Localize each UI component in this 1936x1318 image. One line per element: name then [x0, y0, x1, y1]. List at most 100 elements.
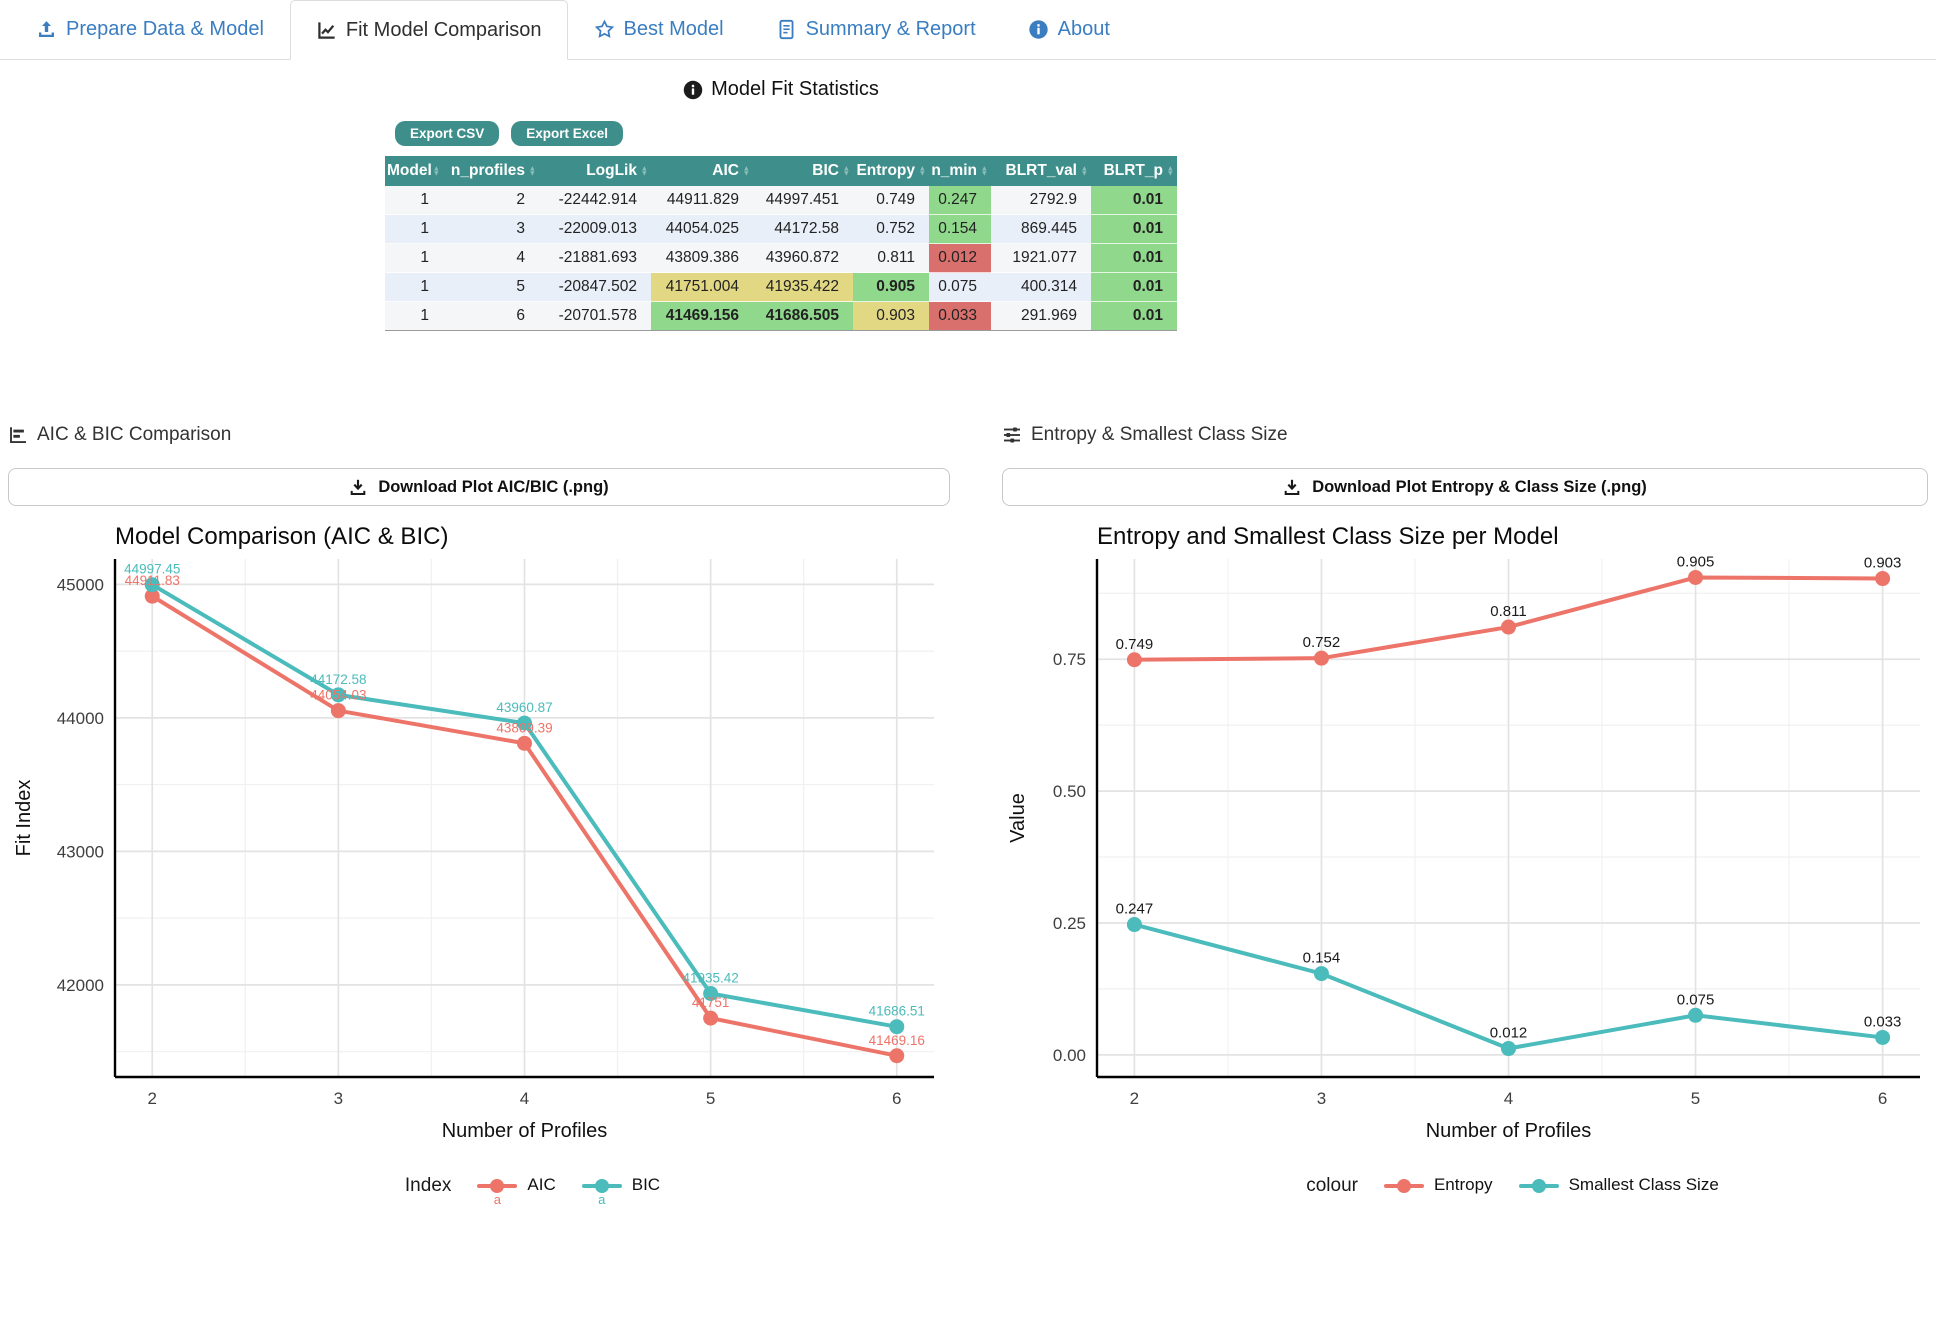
- table-cell: 0.012: [929, 243, 991, 273]
- table-cell: 41469.156: [651, 301, 753, 331]
- column-header-label: AIC: [712, 162, 739, 179]
- table-row[interactable]: 1 4 -21881.693 43809.386 43960.872 0.811 0.012…: [385, 243, 1177, 273]
- table-cell: 1: [385, 301, 443, 331]
- tab-label: Best Model: [623, 18, 724, 40]
- table-cell: 0.247: [929, 186, 991, 215]
- model-fit-table: Model ▲ ▼ n_profiles ▲ ▼ LogLik ▲ ▼ AIC ▲ ▼ BIC ▲ ▼ Ent…: [385, 156, 1177, 331]
- table-cell: 1: [385, 272, 443, 302]
- svg-text:44997.45: 44997.45: [124, 562, 180, 577]
- svg-text:2: 2: [147, 1089, 156, 1108]
- upload-icon: [39, 21, 54, 37]
- column-header-blrt_val[interactable]: BLRT_val ▲ ▼: [991, 156, 1091, 186]
- table-cell: -21881.693: [539, 243, 651, 273]
- table-cell: 0.01: [1091, 272, 1177, 302]
- table-cell: 1: [385, 186, 443, 215]
- download-aic-bic-button[interactable]: Download Plot AIC/BIC (.png): [8, 468, 950, 506]
- svg-text:0.752: 0.752: [1303, 634, 1341, 651]
- tab-fit-model-comparison[interactable]: Fit Model Comparison: [289, 0, 568, 60]
- column-header-loglik[interactable]: LogLik ▲ ▼: [539, 156, 651, 186]
- column-header-label: Model: [387, 162, 432, 179]
- svg-text:3: 3: [334, 1089, 343, 1108]
- aic-bic-chart: 42000 43000 44000 45000 2 3 4 5 6 Model Compariso…: [13, 523, 934, 1142]
- svg-text:0.033: 0.033: [1864, 1013, 1902, 1030]
- svg-text:44911.83: 44911.83: [125, 573, 180, 588]
- legend-label: BIC: [631, 1175, 661, 1194]
- table-cell: 0.01: [1091, 301, 1177, 331]
- svg-text:2: 2: [1130, 1089, 1139, 1108]
- section-title: AIC & BIC Comparison: [37, 424, 232, 445]
- column-header-label: BIC: [812, 162, 839, 179]
- svg-text:45000: 45000: [57, 575, 104, 594]
- svg-text:0.903: 0.903: [1864, 555, 1902, 572]
- tab-label: Prepare Data & Model: [66, 18, 264, 40]
- table-row[interactable]: 1 2 -22442.914 44911.829 44997.451 0.749 0.247…: [385, 186, 1177, 215]
- svg-text:Number of Profiles: Number of Profiles: [1426, 1120, 1592, 1142]
- legend-title: colour: [1306, 1175, 1358, 1196]
- table-row[interactable]: 1 6 -20701.578 41469.156 41686.505 0.903 0.033…: [385, 301, 1177, 331]
- info-circle-icon: [683, 80, 703, 99]
- svg-text:44172.58: 44172.58: [310, 672, 366, 687]
- legend-label: Entropy: [1433, 1175, 1493, 1194]
- sort-icon: ▲ ▼: [980, 163, 988, 177]
- tab-prepare-data-model[interactable]: Prepare Data & Model: [10, 0, 290, 59]
- column-header-model[interactable]: Model ▲ ▼: [385, 156, 443, 186]
- svg-text:42000: 42000: [57, 976, 104, 995]
- table-cell: 1: [385, 214, 443, 244]
- table-cell: 0.01: [1091, 243, 1177, 273]
- table-cell: -22009.013: [539, 214, 651, 244]
- table-cell: 400.314: [991, 272, 1091, 302]
- export-buttons-row: Export CSV Export Excel: [395, 121, 1177, 146]
- column-header-aic[interactable]: AIC ▲ ▼: [651, 156, 753, 186]
- column-header-blrt_p[interactable]: BLRT_p ▲ ▼: [1091, 156, 1177, 186]
- export-excel-button[interactable]: Export Excel: [511, 121, 624, 146]
- tab-best-model[interactable]: Best Model: [568, 0, 750, 59]
- download-label: Download Plot AIC/BIC (.png): [378, 477, 609, 496]
- column-header-label: BLRT_val: [1005, 162, 1078, 179]
- svg-text:Fit Index: Fit Index: [13, 780, 35, 857]
- table-cell: 0.033: [929, 301, 991, 331]
- aic-bic-panel: AIC & BIC Comparison Download Plot AIC/B…: [8, 418, 950, 1207]
- tab-label: Summary & Report: [805, 18, 976, 40]
- table-cell: 0.01: [1091, 186, 1177, 215]
- sliders-icon: [1004, 427, 1020, 443]
- table-cell: 0.903: [853, 301, 929, 331]
- tab-label: About: [1057, 18, 1110, 40]
- svg-text:0.00: 0.00: [1053, 1046, 1086, 1065]
- section-title: Entropy & Smallest Class Size: [1031, 424, 1288, 445]
- column-header-label: LogLik: [586, 162, 637, 179]
- table-cell: 44911.829: [651, 186, 753, 215]
- export-csv-button[interactable]: Export CSV: [395, 121, 500, 146]
- svg-text:0.247: 0.247: [1116, 901, 1154, 918]
- svg-text:0.154: 0.154: [1303, 950, 1341, 967]
- table-cell: 0.749: [853, 186, 929, 215]
- column-header-n_profiles[interactable]: n_profiles ▲ ▼: [443, 156, 539, 186]
- svg-text:3: 3: [1317, 1089, 1326, 1108]
- table-row[interactable]: 1 5 -20847.502 41751.004 41935.422 0.905 0.075…: [385, 272, 1177, 302]
- chart-line-icon: [318, 21, 335, 39]
- column-header-entropy[interactable]: Entropy ▲ ▼: [853, 156, 929, 186]
- tab-about[interactable]: About: [1002, 0, 1136, 59]
- tab-summary-report[interactable]: Summary & Report: [750, 0, 1002, 59]
- svg-text:4: 4: [1504, 1089, 1513, 1108]
- table-cell: -22442.914: [539, 186, 651, 215]
- sort-icon: ▲ ▼: [528, 163, 536, 177]
- sort-icon: ▲ ▼: [1166, 163, 1174, 177]
- legend-key-letter: a: [598, 1192, 606, 1207]
- svg-text:0.749: 0.749: [1116, 636, 1154, 653]
- table-cell: 41935.422: [753, 272, 853, 302]
- model-fit-statistics-section: Model Fit Statistics Export CSV Export E…: [385, 78, 1177, 331]
- legend-key-icon: [1518, 1171, 1559, 1205]
- info-icon: [1028, 20, 1048, 39]
- download-label: Download Plot Entropy & Class Size (.png…: [1312, 477, 1647, 496]
- sort-icon: ▲ ▼: [742, 163, 750, 177]
- svg-text:Value: Value: [1007, 793, 1029, 843]
- legend-item-smallest-class-size: Smallest Class Size: [1518, 1171, 1719, 1205]
- column-header-bic[interactable]: BIC ▲ ▼: [753, 156, 853, 186]
- download-entropy-button[interactable]: Download Plot Entropy & Class Size (.png…: [1002, 468, 1928, 506]
- legend-key-icon: [1383, 1171, 1424, 1205]
- column-header-n_min[interactable]: n_min ▲ ▼: [929, 156, 991, 186]
- table-cell: 1: [385, 243, 443, 273]
- table-cell: 3: [443, 214, 539, 244]
- svg-text:41751: 41751: [692, 995, 730, 1010]
- table-row[interactable]: 1 3 -22009.013 44054.025 44172.58 0.752 0.154 8…: [385, 214, 1177, 244]
